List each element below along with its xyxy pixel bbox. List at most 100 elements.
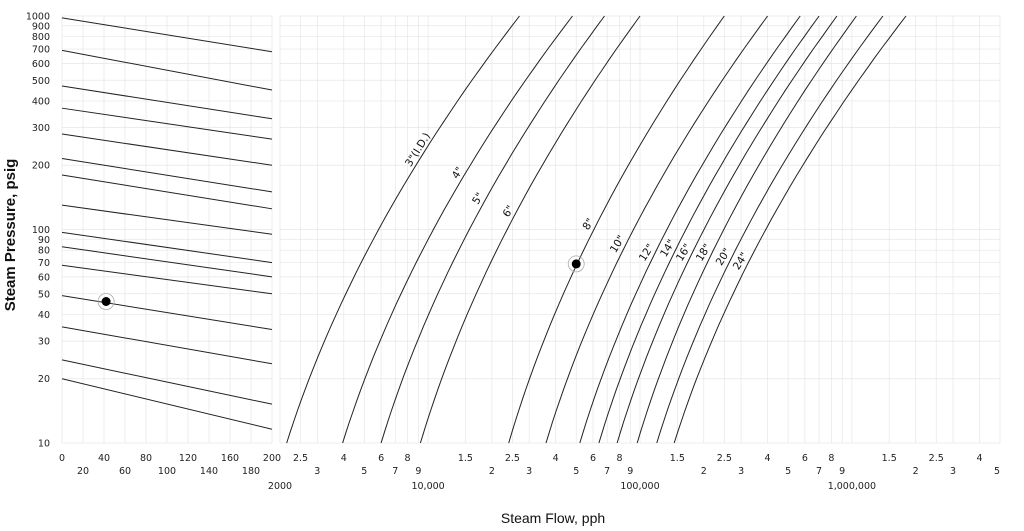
axis-ticks: 1020304050607080901002003004005006007008…: [26, 12, 1000, 493]
x-tick-label: 120: [179, 453, 197, 464]
y-tick-label: 300: [32, 123, 50, 134]
pipe-curve: [508, 15, 725, 444]
x-axis-label: Steam Flow, pph: [501, 510, 605, 526]
pipe-curve: [419, 15, 641, 444]
pressure-line: [61, 158, 273, 193]
pipe-size-label: 5": [470, 191, 486, 207]
y-tick-label: 50: [38, 289, 50, 300]
pressure-line: [61, 174, 273, 210]
x-tick-label: 4: [341, 453, 347, 464]
pipe-size-label: 10": [608, 233, 628, 255]
y-tick-label: 100: [32, 225, 50, 236]
y-tick-label: 500: [32, 76, 50, 87]
pressure-line: [61, 49, 273, 91]
pressure-line: [61, 231, 273, 264]
y-tick-label: 70: [38, 258, 50, 269]
y-tick-label: 30: [38, 337, 50, 348]
pipe-curve: [380, 15, 605, 444]
y-tick-label: 40: [38, 310, 50, 321]
x-tick-label: 7: [816, 466, 822, 477]
x-tick-label: 5: [361, 466, 367, 477]
x-tick-label: 4: [976, 453, 982, 464]
marker-point: [101, 297, 111, 307]
pipe-curve: [342, 15, 573, 444]
y-tick-label: 20: [38, 374, 50, 385]
pressure-line: [61, 378, 273, 430]
y-tick-label: 800: [32, 32, 50, 43]
x-tick-label: 100,000: [620, 481, 659, 492]
x-tick-label: 1,000,000: [828, 481, 876, 492]
marker-ring: [567, 255, 585, 273]
pipe-curve: [579, 15, 801, 444]
x-tick-label: 1.5: [882, 453, 897, 464]
x-tick-label: 9: [415, 466, 421, 477]
x-tick-label: 1.5: [458, 453, 473, 464]
x-tick-label: 10,000: [411, 481, 444, 492]
pipe-size-label: 8": [580, 216, 596, 232]
x-tick-label: 60: [119, 466, 131, 477]
x-tick-label: 7: [604, 466, 610, 477]
x-tick-label: 20: [77, 466, 89, 477]
pipe-curve: [656, 15, 884, 444]
x-tick-label: 9: [839, 466, 845, 477]
pressure-line: [61, 17, 273, 53]
y-tick-label: 900: [32, 21, 50, 32]
x-tick-label: 4: [553, 453, 559, 464]
pressure-line: [61, 326, 273, 365]
y-tick-label: 700: [32, 45, 50, 56]
x-tick-label: 2: [489, 466, 495, 477]
pressure-drop-lines: [61, 17, 273, 430]
x-tick-label: 8: [405, 453, 411, 464]
y-tick-label: 10: [38, 439, 50, 450]
x-tick-label: 3: [738, 466, 744, 477]
x-tick-label: 40: [98, 453, 110, 464]
chart-grid: [61, 15, 1001, 444]
x-tick-label: 7: [392, 466, 398, 477]
y-tick-label: 600: [32, 59, 50, 70]
y-axis-label: Steam Pressure, psig: [2, 159, 19, 312]
y-tick-label: 80: [38, 246, 50, 257]
pipe-curve: [598, 15, 820, 444]
y-tick-label: 400: [32, 96, 50, 107]
x-tick-label: 2.5: [929, 453, 944, 464]
pipe-curve: [545, 15, 769, 444]
x-tick-label: 100: [158, 466, 176, 477]
x-tick-label: 140: [200, 466, 218, 477]
pressure-line: [61, 85, 273, 120]
x-tick-label: 1.5: [670, 453, 685, 464]
x-tick-label: 2: [701, 466, 707, 477]
pressure-line: [61, 107, 273, 140]
pressure-line: [61, 204, 273, 235]
x-tick-label: 5: [785, 466, 791, 477]
y-tick-label: 200: [32, 161, 50, 172]
pressure-line: [61, 295, 273, 331]
x-tick-label: 8: [616, 453, 622, 464]
y-tick-label: 1000: [26, 12, 50, 23]
x-tick-label: 0: [59, 453, 65, 464]
marked-points: [97, 255, 585, 310]
pressure-line: [61, 246, 273, 278]
pipe-curve: [616, 15, 838, 444]
pipe-size-label: 4": [450, 165, 466, 181]
marker-ring: [97, 293, 115, 310]
x-tick-label: 180: [242, 466, 260, 477]
marker-point: [571, 259, 581, 269]
pressure-line: [61, 264, 273, 295]
pipe-curve: [673, 15, 907, 444]
x-tick-label: 2.5: [293, 453, 308, 464]
x-tick-label: 2000: [268, 481, 292, 492]
x-tick-label: 160: [221, 453, 239, 464]
y-tick-label: 60: [38, 272, 50, 283]
x-tick-label: 2.5: [505, 453, 520, 464]
pipe-curve: [636, 15, 857, 444]
x-tick-label: 8: [828, 453, 834, 464]
x-tick-label: 4: [765, 453, 771, 464]
pipe-size-label: 6": [501, 203, 517, 219]
x-tick-label: 2.5: [717, 453, 732, 464]
pipe-curve: [286, 15, 520, 444]
x-tick-label: 5: [994, 466, 1000, 477]
x-tick-label: 80: [140, 453, 152, 464]
x-tick-label: 6: [590, 453, 596, 464]
x-tick-label: 6: [378, 453, 384, 464]
